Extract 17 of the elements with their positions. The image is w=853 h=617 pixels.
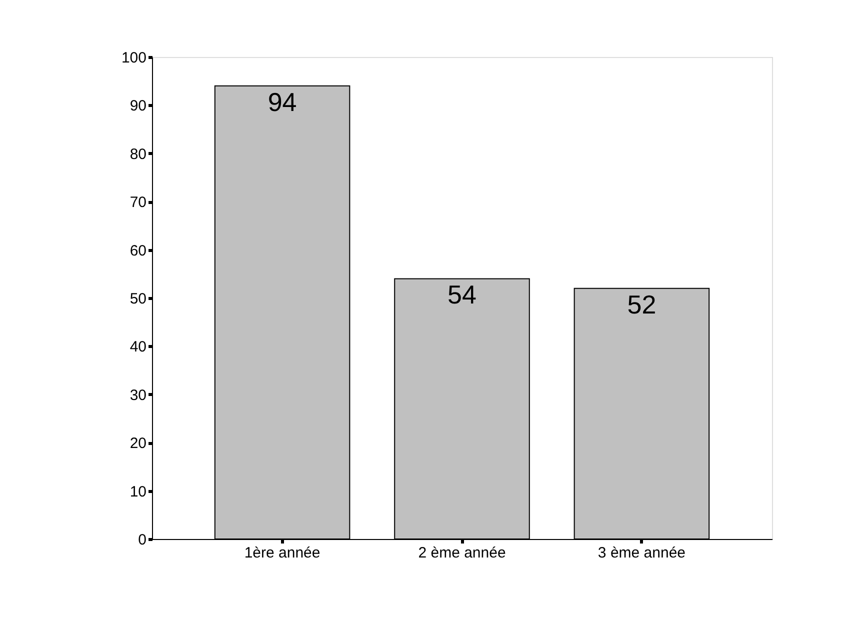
data-label: 54 bbox=[448, 280, 476, 310]
y-tick-label: 20 bbox=[130, 435, 146, 452]
y-tick-label: 50 bbox=[130, 290, 146, 308]
y-tick-label: 70 bbox=[130, 194, 146, 212]
y-tick-label: 30 bbox=[130, 386, 146, 404]
x-tick-label: 2 ème année bbox=[418, 544, 506, 562]
data-label: 94 bbox=[268, 86, 297, 117]
y-tick-label: 10 bbox=[130, 483, 146, 500]
y-tick-label: 90 bbox=[130, 98, 146, 115]
data-label: 52 bbox=[627, 289, 656, 320]
y-tick-label: 0 bbox=[138, 532, 146, 548]
x-tick-label: 1ère année bbox=[244, 544, 320, 562]
x-tick-label: 3 ème année bbox=[598, 544, 686, 562]
y-tick-label: 100 bbox=[121, 50, 146, 66]
y-tick-label: 80 bbox=[130, 146, 146, 163]
y-tick-label: 60 bbox=[130, 242, 146, 260]
y-tick-label: 40 bbox=[130, 338, 146, 356]
